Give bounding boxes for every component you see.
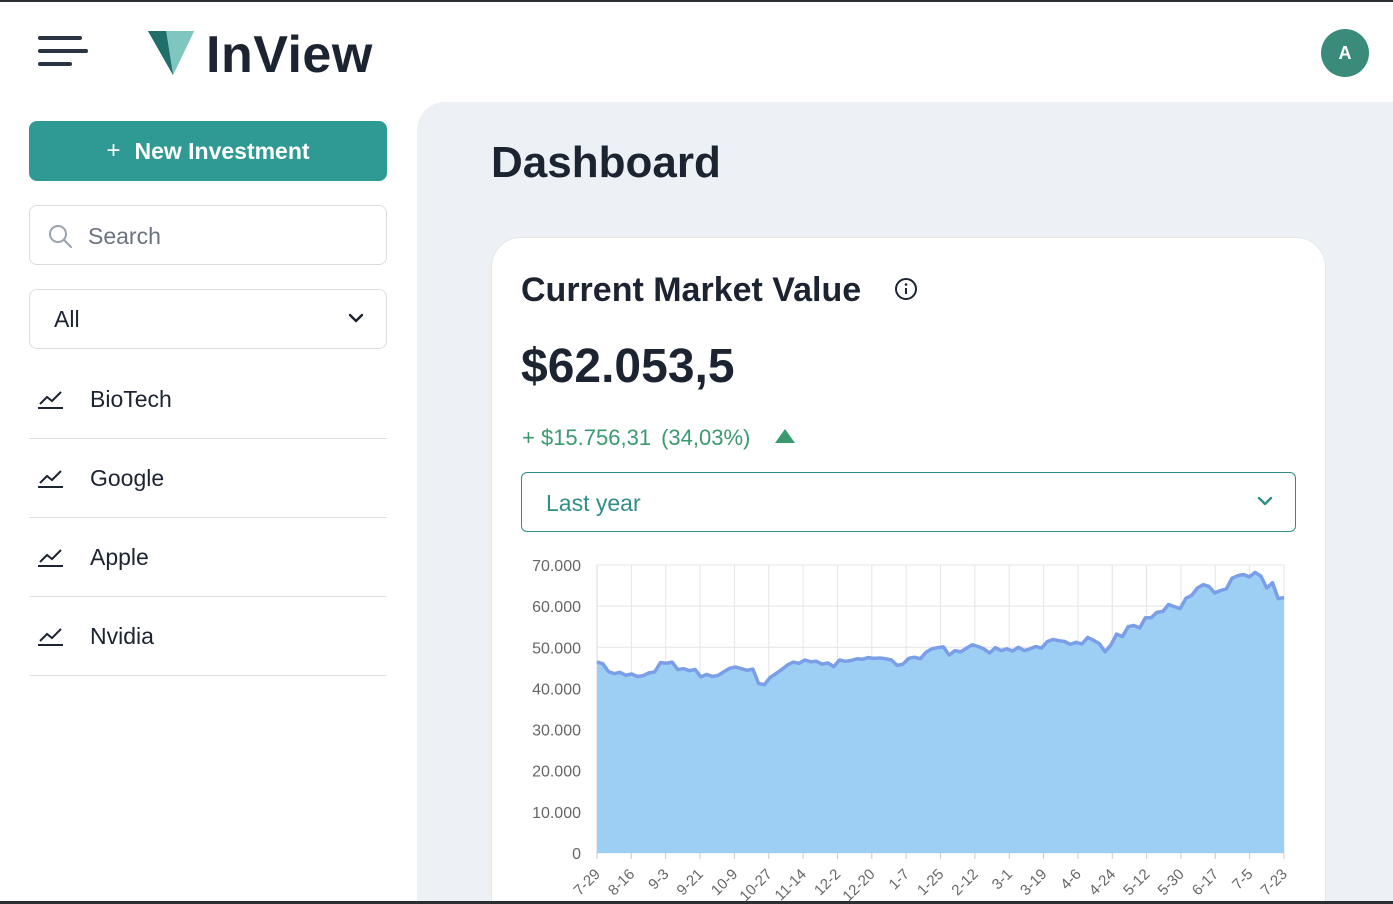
market-value-area-chart: 70.000 60.000 50.000 40.000 30.000 20.000 10.0… xyxy=(532,558,1291,904)
investment-item-apple[interactable]: Apple xyxy=(29,518,387,597)
period-select[interactable]: Last year xyxy=(521,472,1296,532)
investment-list: BioTech Google Apple Nvidia xyxy=(29,360,387,676)
card-title: Current Market Value xyxy=(521,271,862,309)
x-tick-label: 11-14 xyxy=(772,866,810,904)
user-avatar[interactable]: A xyxy=(1321,29,1369,77)
chevron-down-icon xyxy=(348,313,364,323)
series-line xyxy=(596,570,1285,687)
period-value: Last year xyxy=(546,490,641,516)
x-tick-label: 9-3 xyxy=(645,866,672,893)
x-tick-label: 4-6 xyxy=(1057,866,1084,893)
y-tick-label: 70.000 xyxy=(532,558,581,575)
x-tick-label: 3-1 xyxy=(989,866,1016,893)
new-investment-button[interactable]: + New Investment xyxy=(29,121,387,181)
trend-line-icon xyxy=(38,549,63,567)
filter-value: All xyxy=(54,306,80,332)
x-tick-label: 12-20 xyxy=(839,866,878,904)
x-tick-label: 4-24 xyxy=(1086,866,1119,899)
investment-item-nvidia[interactable]: Nvidia xyxy=(29,597,387,676)
x-tick-label: 1-25 xyxy=(914,866,947,899)
investment-item-biotech[interactable]: BioTech xyxy=(29,360,387,439)
window-bottom-border xyxy=(0,901,1393,904)
x-tick-label: 5-12 xyxy=(1120,866,1153,899)
x-tick-label: 3-19 xyxy=(1017,866,1050,899)
x-tick-label: 7-5 xyxy=(1229,866,1256,893)
search-icon xyxy=(49,225,72,248)
x-tick-label: 2-12 xyxy=(948,866,981,899)
search-input[interactable] xyxy=(88,216,373,256)
y-tick-label: 40.000 xyxy=(532,681,581,698)
y-tick-label: 0 xyxy=(572,846,581,863)
x-tick-label: 1-7 xyxy=(886,866,913,893)
trend-line-icon xyxy=(38,628,63,646)
trend-up-icon xyxy=(775,429,795,443)
market-value: $62.053,5 xyxy=(521,340,735,393)
hamburger-menu-icon[interactable] xyxy=(38,36,88,70)
triangle-logo-icon xyxy=(148,31,194,75)
x-tick-label: 7-29 xyxy=(571,866,604,899)
x-tick-label: 5-30 xyxy=(1155,866,1188,899)
y-tick-label: 50.000 xyxy=(532,640,581,657)
x-tick-label: 8-16 xyxy=(605,866,638,899)
change-amount: + $15.756,31 xyxy=(522,425,652,450)
investment-label: Apple xyxy=(90,543,149,570)
x-tick-label: 7-23 xyxy=(1258,866,1291,899)
y-tick-label: 20.000 xyxy=(532,764,581,781)
brand-name[interactable]: InView xyxy=(206,26,373,84)
trend-line-icon xyxy=(38,470,63,488)
window-top-border xyxy=(0,0,1393,2)
x-tick-label: 6-17 xyxy=(1189,866,1222,899)
y-tick-label: 30.000 xyxy=(532,723,581,740)
investment-label: BioTech xyxy=(90,385,172,412)
chart-area xyxy=(596,570,1285,853)
info-circle-icon[interactable] xyxy=(894,277,918,301)
change-percent: (34,03%) xyxy=(661,425,751,450)
value-change: + $15.756,31 (34,03%) xyxy=(522,424,750,452)
search-box[interactable] xyxy=(29,205,387,265)
x-tick-label: 9-21 xyxy=(674,866,707,899)
chevron-down-icon xyxy=(1257,496,1273,506)
y-axis-ticks: 70.000 60.000 50.000 40.000 30.000 20.000 10.0… xyxy=(532,558,581,863)
page-title: Dashboard xyxy=(491,138,721,187)
investment-label: Nvidia xyxy=(90,622,154,649)
new-investment-label: New Investment xyxy=(134,137,310,164)
trend-line-icon xyxy=(38,391,63,409)
x-tick-label: 10-27 xyxy=(736,866,775,904)
investment-label: Google xyxy=(90,464,165,491)
category-filter-select[interactable]: All xyxy=(29,289,387,349)
plus-icon: + xyxy=(106,137,121,164)
investment-item-google[interactable]: Google xyxy=(29,439,387,518)
y-tick-label: 10.000 xyxy=(532,805,581,822)
y-tick-label: 60.000 xyxy=(532,599,581,616)
